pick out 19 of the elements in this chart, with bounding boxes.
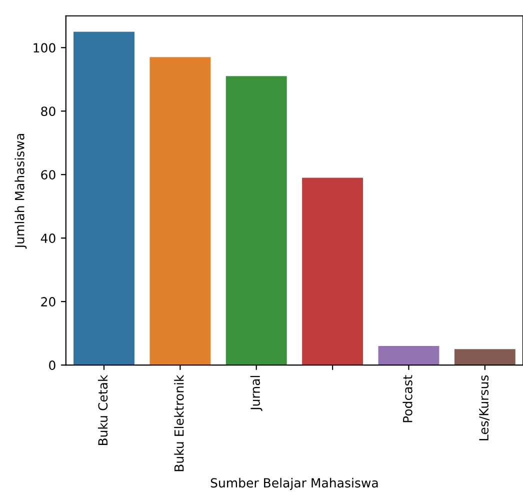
bar [226, 76, 287, 366]
y-tick-label: 60 [41, 170, 56, 180]
x-tick-label: Buku Elektronik [174, 374, 184, 472]
y-tick-label: 20 [41, 297, 56, 306]
bar [302, 178, 364, 366]
y-tick-label: 80 [41, 106, 56, 116]
x-tick-label: Jurnal [250, 376, 262, 412]
bar [454, 349, 516, 366]
y-tick-label: 100 [34, 43, 56, 53]
y-tick-label: 40 [40, 234, 56, 244]
y-axis-title: Jumlah Mahasiswa [14, 134, 27, 249]
x-axis-title: Sumber Belajar Mahasiswa [210, 478, 378, 490]
bar [74, 32, 134, 366]
bar [378, 346, 440, 366]
y-tick-label: 0 [49, 360, 56, 370]
x-tick-label: Podcast [402, 375, 412, 422]
x-tick-label: Les/Kursus [479, 375, 490, 440]
x-tick-label: Buku Cetak [98, 374, 108, 446]
bar [150, 57, 211, 366]
